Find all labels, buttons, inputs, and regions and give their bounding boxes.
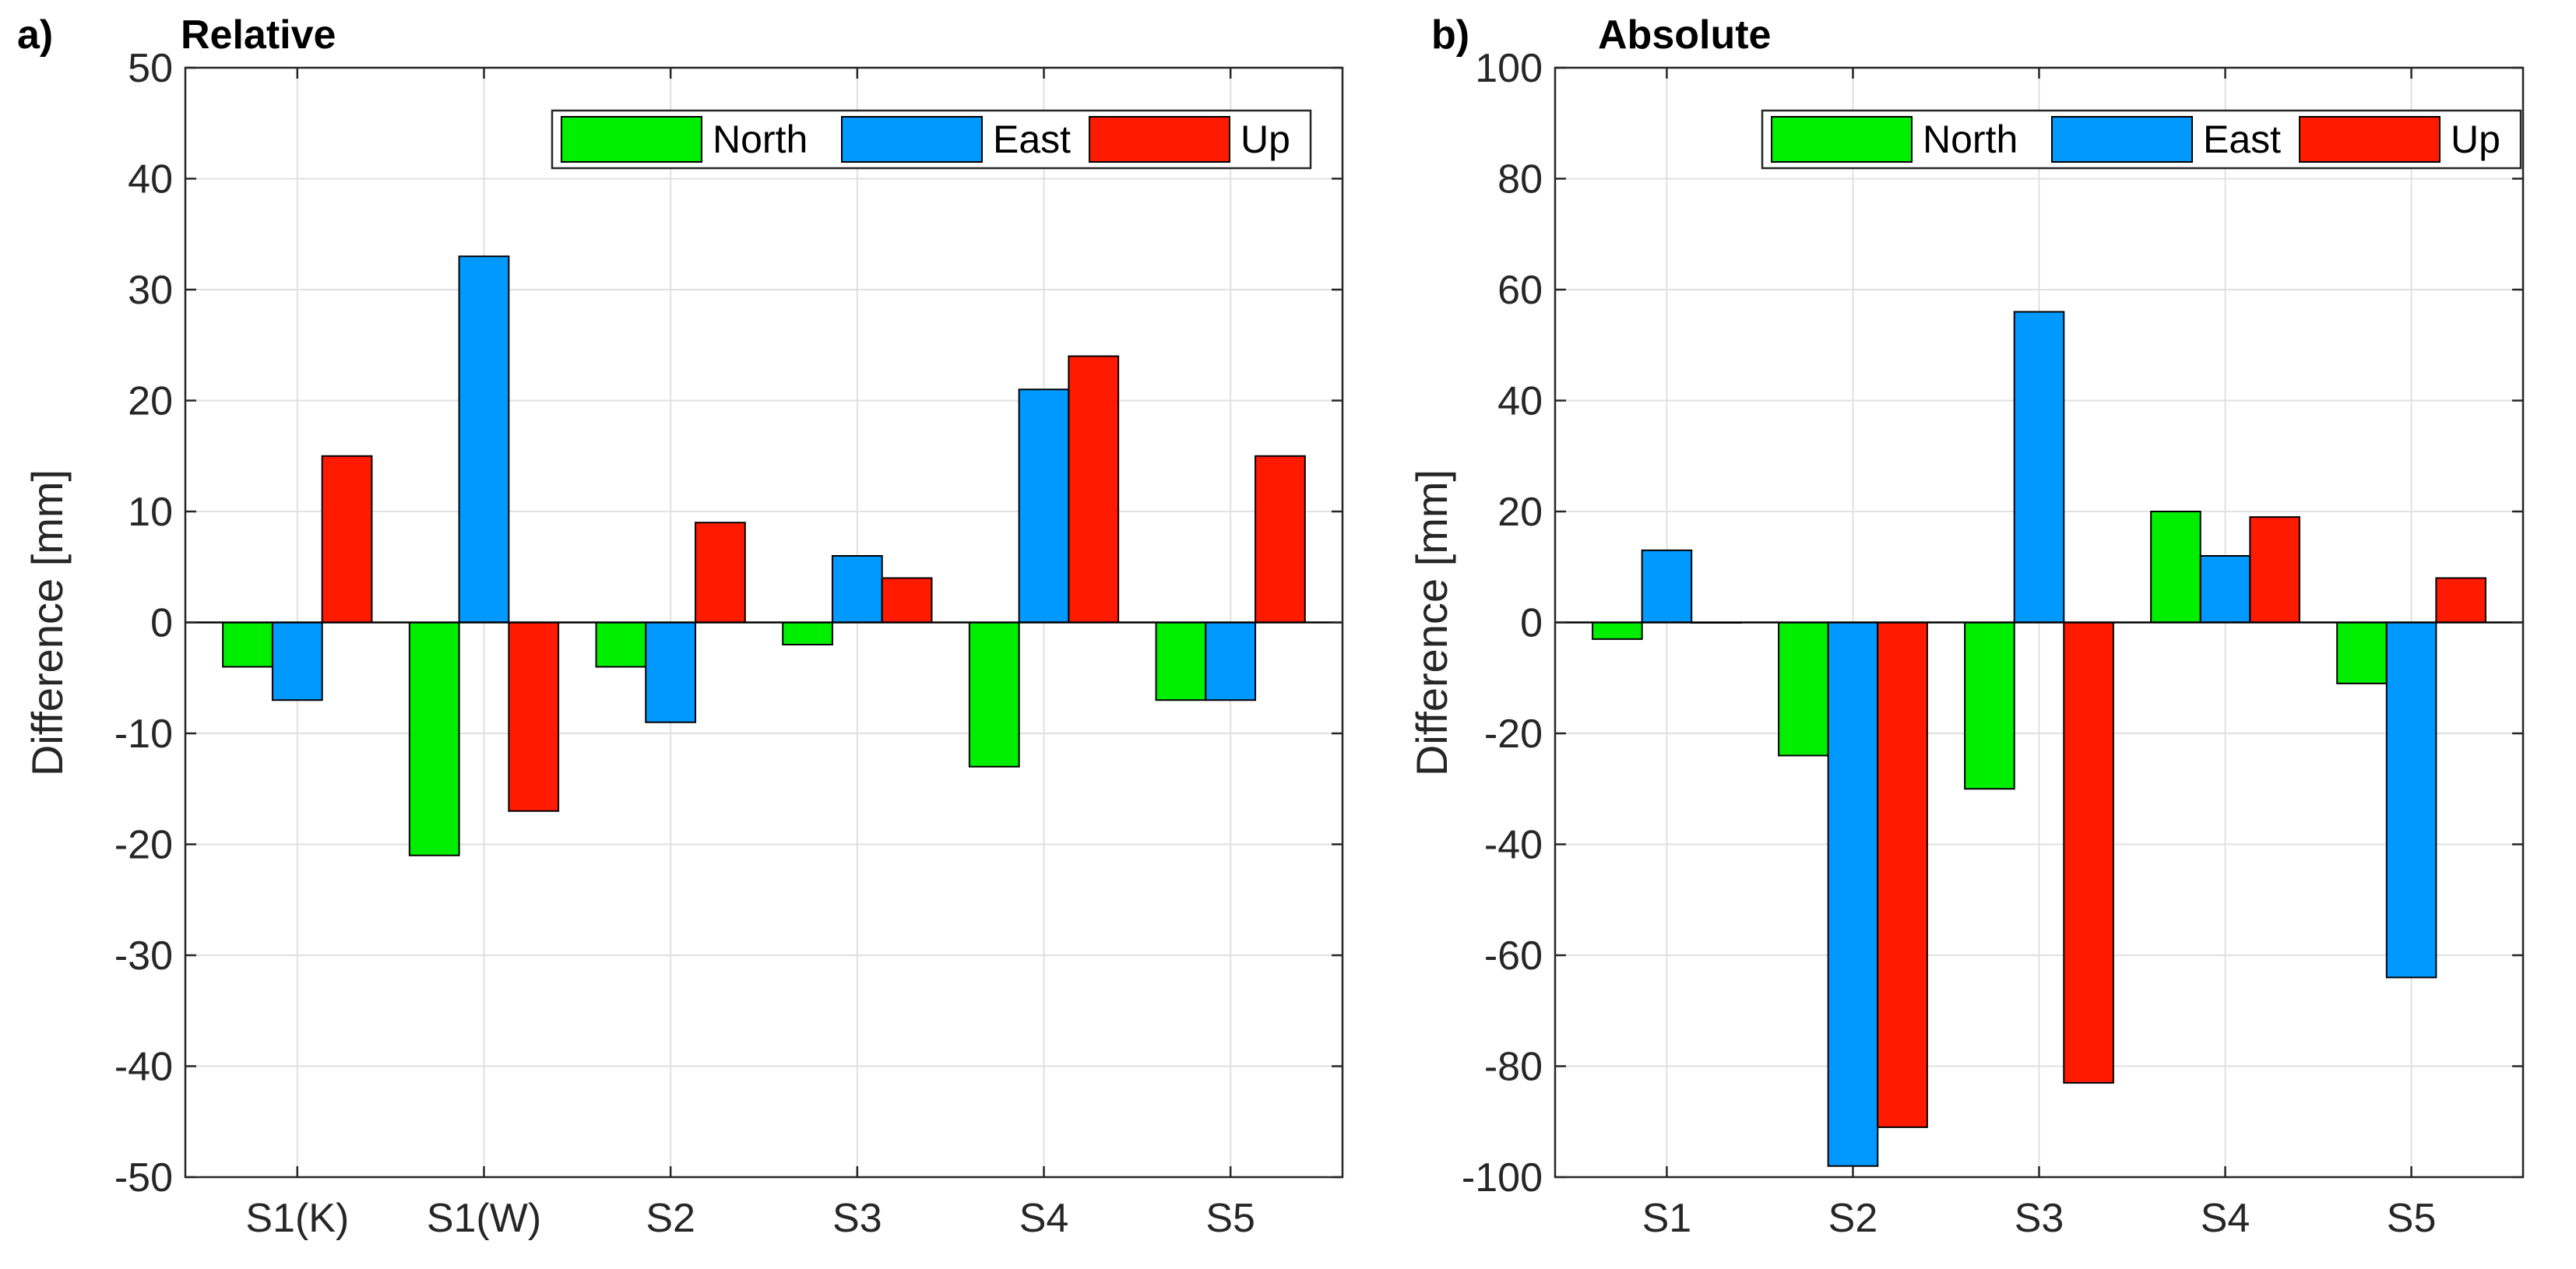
bar-up-s3 [2063,621,2114,1084]
bar-north-s3 [782,621,833,645]
y-tick-label: 80 [1497,157,1543,202]
panel-b-y-axis-label: Difference [mm] [1407,469,1456,776]
bar-east-s2 [645,621,697,723]
y-tick-label: -50 [114,1155,173,1200]
bar-east-s2 [1827,621,1879,1167]
x-tick-label: S5 [2387,1196,2437,1241]
y-tick-label: 60 [1497,268,1543,313]
bar-east-s3 [831,555,883,624]
bar-north-s1 [1592,621,1643,640]
legend-swatch-east [841,116,983,163]
bar-north-s4 [2150,511,2201,624]
bar-east-s3 [2013,311,2065,624]
y-tick-label: 40 [128,157,173,202]
bar-up-s5 [1255,455,1306,624]
x-tick-label: S5 [1205,1196,1255,1241]
bar-north-s5 [2336,621,2388,684]
legend-label-up: Up [1240,118,1290,161]
y-tick-label: -20 [114,823,173,868]
bar-up-s2 [1877,621,1928,1128]
y-tick-label: -60 [1484,933,1543,979]
panel-b-bars [1592,311,2486,1167]
bar-east-s1 [1641,549,1693,624]
y-tick-label: -40 [1484,823,1543,868]
bar-north-s1w [408,621,460,856]
y-tick-label: -10 [114,712,173,757]
y-tick-label: 0 [1520,601,1543,646]
x-tick-label: S3 [2015,1196,2064,1241]
y-tick-label: 20 [1497,490,1543,535]
bar-up-s4 [1068,355,1120,624]
bar-up-s5 [2435,577,2486,624]
y-tick-label: 40 [1497,379,1543,424]
y-tick-label: 10 [128,490,173,535]
legend-label-north: North [713,118,808,161]
panel-a-letter: a) [17,12,53,58]
bar-up-s2 [695,522,746,624]
panel-absolute: b) Absolute -100 -80 -60 -40 -20 0 20 40 60 80 100… [1407,12,2525,1241]
y-tick-label: 0 [150,601,173,646]
bar-north-s3 [1964,621,2015,790]
bar-up-s4 [2249,516,2300,624]
panel-relative: a) Relative -50 -40 -30 -20 -10 0 10 20 30 40 50 S… [17,12,1344,1241]
legend-label-east: East [993,118,1071,161]
panel-b-title: Absolute [1598,12,1771,58]
legend-label-north: North [1923,118,2018,161]
y-tick-label: 30 [128,268,173,313]
panel-a-y-axis-label: Difference [mm] [23,469,72,776]
bar-north-s5 [1155,621,1207,701]
x-tick-label: S2 [1828,1196,1878,1241]
legend-swatch-up [1089,116,1230,163]
y-tick-label: -80 [1484,1045,1543,1090]
x-tick-label: S3 [832,1196,882,1241]
panel-a-y-tick-labels: -50 -40 -30 -20 -10 0 10 20 30 40 50 [114,46,173,1200]
panel-b-axes [1554,66,2525,1179]
panel-a-axes [184,66,1344,1179]
x-tick-label: S1(K) [245,1196,349,1241]
bar-up-s3 [881,577,933,624]
panel-a-title: Relative [181,12,336,58]
legend-label-east: East [2203,118,2281,161]
bar-north-s2 [1778,621,1829,757]
y-tick-label: 100 [1475,46,1543,91]
legend-swatch-north [561,116,702,163]
bar-east-s4 [1018,388,1070,624]
bar-up-s1k [321,455,373,624]
y-tick-label: 20 [128,379,173,424]
panel-a-bars [222,255,1306,856]
legend-label-up: Up [2451,118,2500,161]
x-tick-label: S1(W) [427,1196,541,1241]
bar-north-s4 [968,621,1020,768]
x-tick-label: S4 [2201,1196,2250,1241]
bar-east-s1k [271,621,323,701]
x-tick-label: S1 [1642,1196,1692,1241]
panel-b-y-tick-labels: -100 -80 -60 -40 -20 0 20 40 60 80 100 [1462,46,1543,1200]
panel-b-legend: North East Up [1761,109,2522,170]
y-tick-label: -40 [114,1045,173,1090]
legend-swatch-up [2299,116,2441,163]
bar-north-s2 [595,621,647,668]
bar-east-s5 [1205,621,1257,701]
bar-east-s4 [2199,555,2251,624]
y-tick-label: -20 [1484,712,1543,757]
x-tick-label: S4 [1019,1196,1069,1241]
legend-swatch-north [1771,116,1913,163]
panel-a-x-tick-labels: S1(K) S1(W) S2 S3 S4 S5 [245,1196,1255,1241]
bar-east-s5 [2385,621,2437,979]
x-tick-label: S2 [646,1196,695,1241]
legend-swatch-east [2051,116,2193,163]
panel-b-x-tick-labels: S1 S2 S3 S4 S5 [1642,1196,2437,1241]
bar-up-s1w [508,621,560,812]
y-tick-label: -100 [1462,1155,1543,1200]
bar-east-s1w [458,255,510,624]
panel-b-letter: b) [1431,12,1469,58]
bar-north-s1k [222,621,273,668]
y-tick-label: 50 [128,46,173,91]
panel-a-legend: North East Up [551,109,1312,170]
y-tick-label: -30 [114,933,173,979]
